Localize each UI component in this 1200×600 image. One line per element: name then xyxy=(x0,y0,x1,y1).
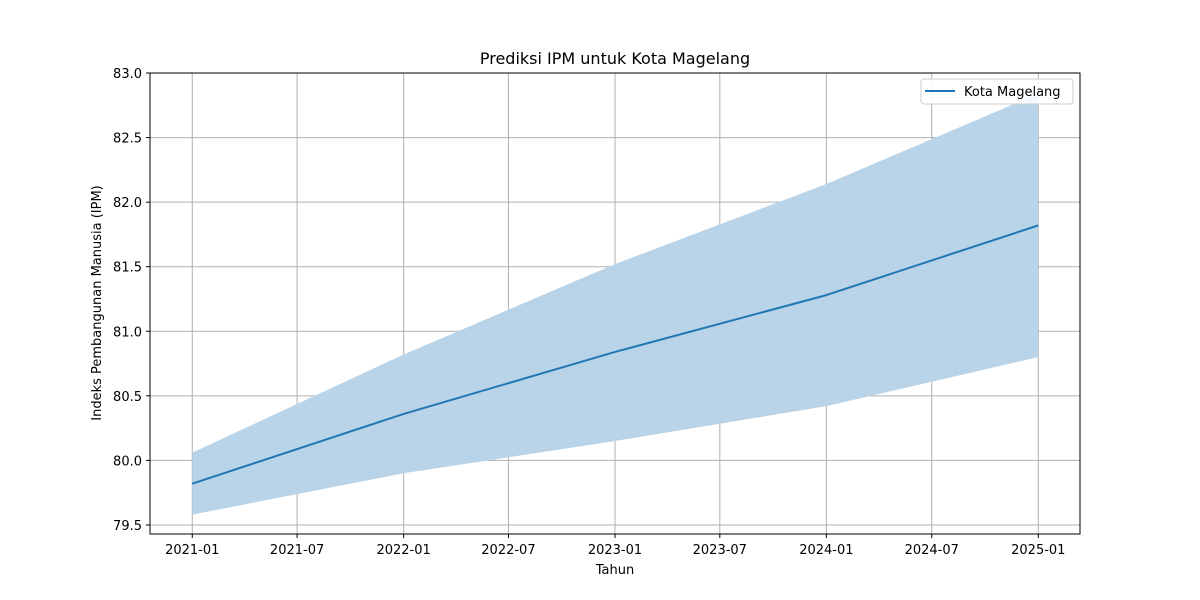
x-tick-label: 2022-01 xyxy=(376,543,430,558)
x-axis: 2021-01 2021-07 2022-01 2022-07 2023-01 2023-… xyxy=(165,534,1065,558)
confidence-band-group xyxy=(192,93,1039,515)
y-tick-label: 80.0 xyxy=(113,454,142,469)
confidence-band xyxy=(192,93,1039,515)
x-tick-label: 2023-01 xyxy=(588,543,642,558)
x-tick-label: 2024-01 xyxy=(799,543,853,558)
x-tick-label: 2023-07 xyxy=(693,543,747,558)
y-tick-label: 82.0 xyxy=(113,196,142,211)
legend-box xyxy=(920,78,1074,105)
x-tick-label: 2025-01 xyxy=(1011,543,1065,558)
y-axis-label: Indeks Pembangunan Manusia (IPM) xyxy=(90,185,105,421)
chart-title: Prediksi IPM untuk Kota Magelang xyxy=(480,49,750,68)
legend-label-kota-magelang: Kota Magelang xyxy=(964,85,1061,100)
y-axis: 79.5 80.0 80.5 81.0 81.5 82.0 82.5 83.0 xyxy=(113,67,150,534)
legend: Kota Magelang xyxy=(920,78,1074,105)
y-tick-label: 81.0 xyxy=(113,325,142,340)
y-tick-label: 81.5 xyxy=(113,261,142,276)
x-tick-label: 2024-07 xyxy=(905,543,959,558)
y-tick-label: 82.5 xyxy=(113,132,142,147)
y-tick-label: 83.0 xyxy=(113,67,142,82)
series-lines xyxy=(191,224,1039,485)
series-line-kota-magelang xyxy=(191,224,1039,485)
x-axis-label: Tahun xyxy=(595,563,634,578)
x-tick-label: 2022-07 xyxy=(481,543,535,558)
x-tick-label: 2021-07 xyxy=(270,543,324,558)
y-tick-label: 79.5 xyxy=(113,519,142,534)
x-tick-label: 2021-01 xyxy=(165,543,219,558)
y-tick-label: 80.5 xyxy=(113,390,142,405)
